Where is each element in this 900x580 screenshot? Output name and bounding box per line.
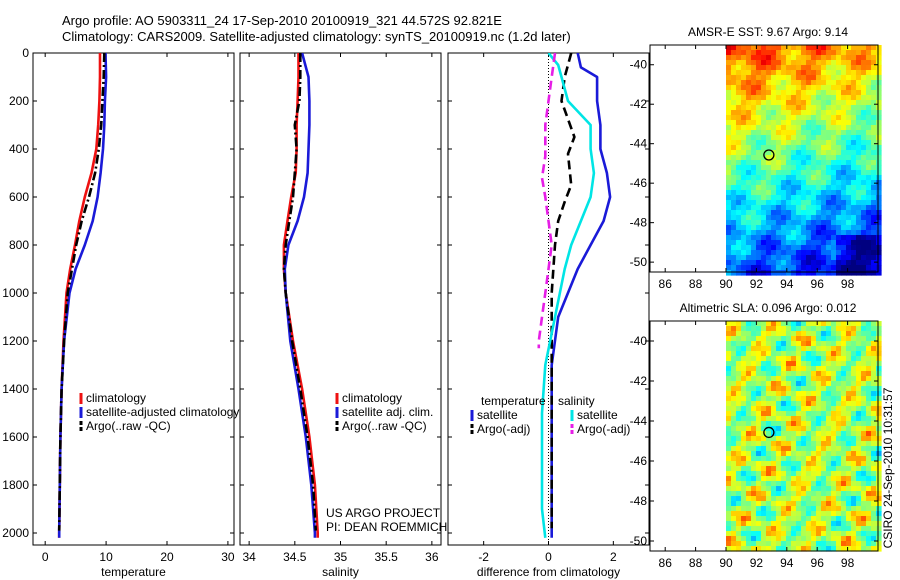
legend-entry: Argo(-adj) [477,422,530,436]
y-tick-label: 0 [22,46,29,60]
heatmap-field [726,45,882,276]
x-tick-label: 86 [659,556,673,570]
legend-entry: satellite adj. clim. [342,405,433,419]
legend-entry: climatology [342,391,402,405]
map-frame [649,44,879,273]
x-tick-label: 88 [689,277,703,291]
map-panel-sla: -40 -42 -44 -46 -48 -50 86 88 90 92 94 96 98 Altimetr… [630,301,882,570]
x-tick-label: 86 [659,277,673,291]
x-axis-label: temperature [101,565,166,579]
argo-position-marker [763,149,775,161]
y-tick-label: -40 [630,58,648,72]
y-tick-label: 1000 [2,286,29,300]
legend-group-title: temperature [481,394,546,408]
map-title: AMSR-E SST: 9.67 Argo: 9.14 [688,25,848,39]
x-tick-label: 36 [425,550,439,564]
x-tick-label: 94 [780,556,794,570]
x-tick-label: 2 [610,550,617,564]
x-tick-label: 98 [841,277,855,291]
y-tick-label: -44 [630,414,648,428]
y-tick-label: -40 [630,334,648,348]
y-tick-label: -44 [630,137,648,151]
x-tick-label: 35.5 [375,550,399,564]
x-tick-label: 96 [811,277,825,291]
project-label: US ARGO PROJECT [326,506,441,520]
y-tick-label: 200 [9,94,29,108]
x-tick-label: 92 [750,556,764,570]
y-tick-label: 600 [9,190,29,204]
series-line-argo-adj- [550,53,576,529]
figure-title-line2: Climatology: CARS2009. Satellite-adjuste… [62,29,571,44]
y-tick-label: 1600 [2,430,29,444]
legend-entry: satellite [477,408,518,422]
x-tick-label: 34.5 [283,550,307,564]
x-axis-label: salinity [322,565,359,579]
y-tick-label: 800 [9,238,29,252]
y-tick-label: 1200 [2,334,29,348]
y-tick-label: -48 [630,216,648,230]
x-tick-label: 30 [221,550,235,564]
map-frame [649,320,879,552]
x-tick-label: 96 [811,556,825,570]
argo-position-marker [763,426,775,439]
x-tick-label: 98 [841,556,855,570]
legend-group-title: salinity [558,394,595,408]
heatmap-field [726,321,882,552]
series-line-argo-raw-qc- [57,53,106,531]
y-tick-label: 400 [9,142,29,156]
x-tick-label: 0 [42,550,49,564]
y-tick-label: -50 [630,255,648,269]
y-tick-label: -48 [630,494,648,508]
legend-entry: Argo(..raw -QC) [342,419,427,433]
x-tick-label: 34 [242,550,256,564]
legend-entry: satellite [577,408,618,422]
y-tick-label: -42 [630,374,648,388]
map-title: Altimetric SLA: 0.096 Argo: 0.012 [680,301,857,315]
x-tick-label: 88 [689,556,703,570]
y-tick-label: -50 [630,534,648,548]
legend-entry: Argo(..raw -QC) [86,419,171,433]
figure-title-line1: Argo profile: AO 5903311_24 17-Sep-2010 … [62,13,502,28]
credit-label: CSIRO 24-Sep-2010 10:31:57 [881,387,895,548]
x-tick-label: -2 [478,550,489,564]
y-tick-label: -42 [630,97,648,111]
x-tick-label: 10 [99,550,113,564]
series-line-satellite [540,53,596,538]
legend-entry: climatology [86,391,146,405]
x-tick-label: 90 [719,556,733,570]
y-tick-label: -46 [630,454,648,468]
x-tick-label: 94 [780,277,794,291]
x-tick-label: 92 [750,277,764,291]
axes-frame [239,52,442,546]
series-line-argo-raw-qc- [282,53,318,531]
x-axis-label: difference from climatology [477,565,620,579]
x-tick-label: 90 [719,277,733,291]
x-tick-label: 0 [545,550,552,564]
profile-panel-temperature: 0 200 400 600 800 1000 1200 1400 1600 1800 2000 0 10… [2,46,239,579]
series-line-satellite-adj-clim- [283,53,317,538]
pi-label: PI: DEAN ROEMMICH [326,520,447,534]
profile-panel-salinity: 34 34.5 35 35.5 36 salinity climatologysatelli… [239,52,442,579]
y-tick-label: -46 [630,176,648,190]
x-tick-label: 35 [334,550,348,564]
legend-entry: satellite-adjusted climatology [86,405,239,419]
y-tick-label: 1800 [2,478,29,492]
legend-entry: Argo(-adj) [577,422,630,436]
map-panel-sst: -40 -42 -44 -46 -48 -50 86 88 90 92 94 96 98 AMSR-E S… [630,25,882,291]
y-tick-label: 2000 [2,526,29,540]
series-line-argo-adj- [537,53,557,349]
x-tick-label: 20 [160,550,174,564]
y-tick-label: 1400 [2,382,29,396]
axes-frame [32,52,235,546]
